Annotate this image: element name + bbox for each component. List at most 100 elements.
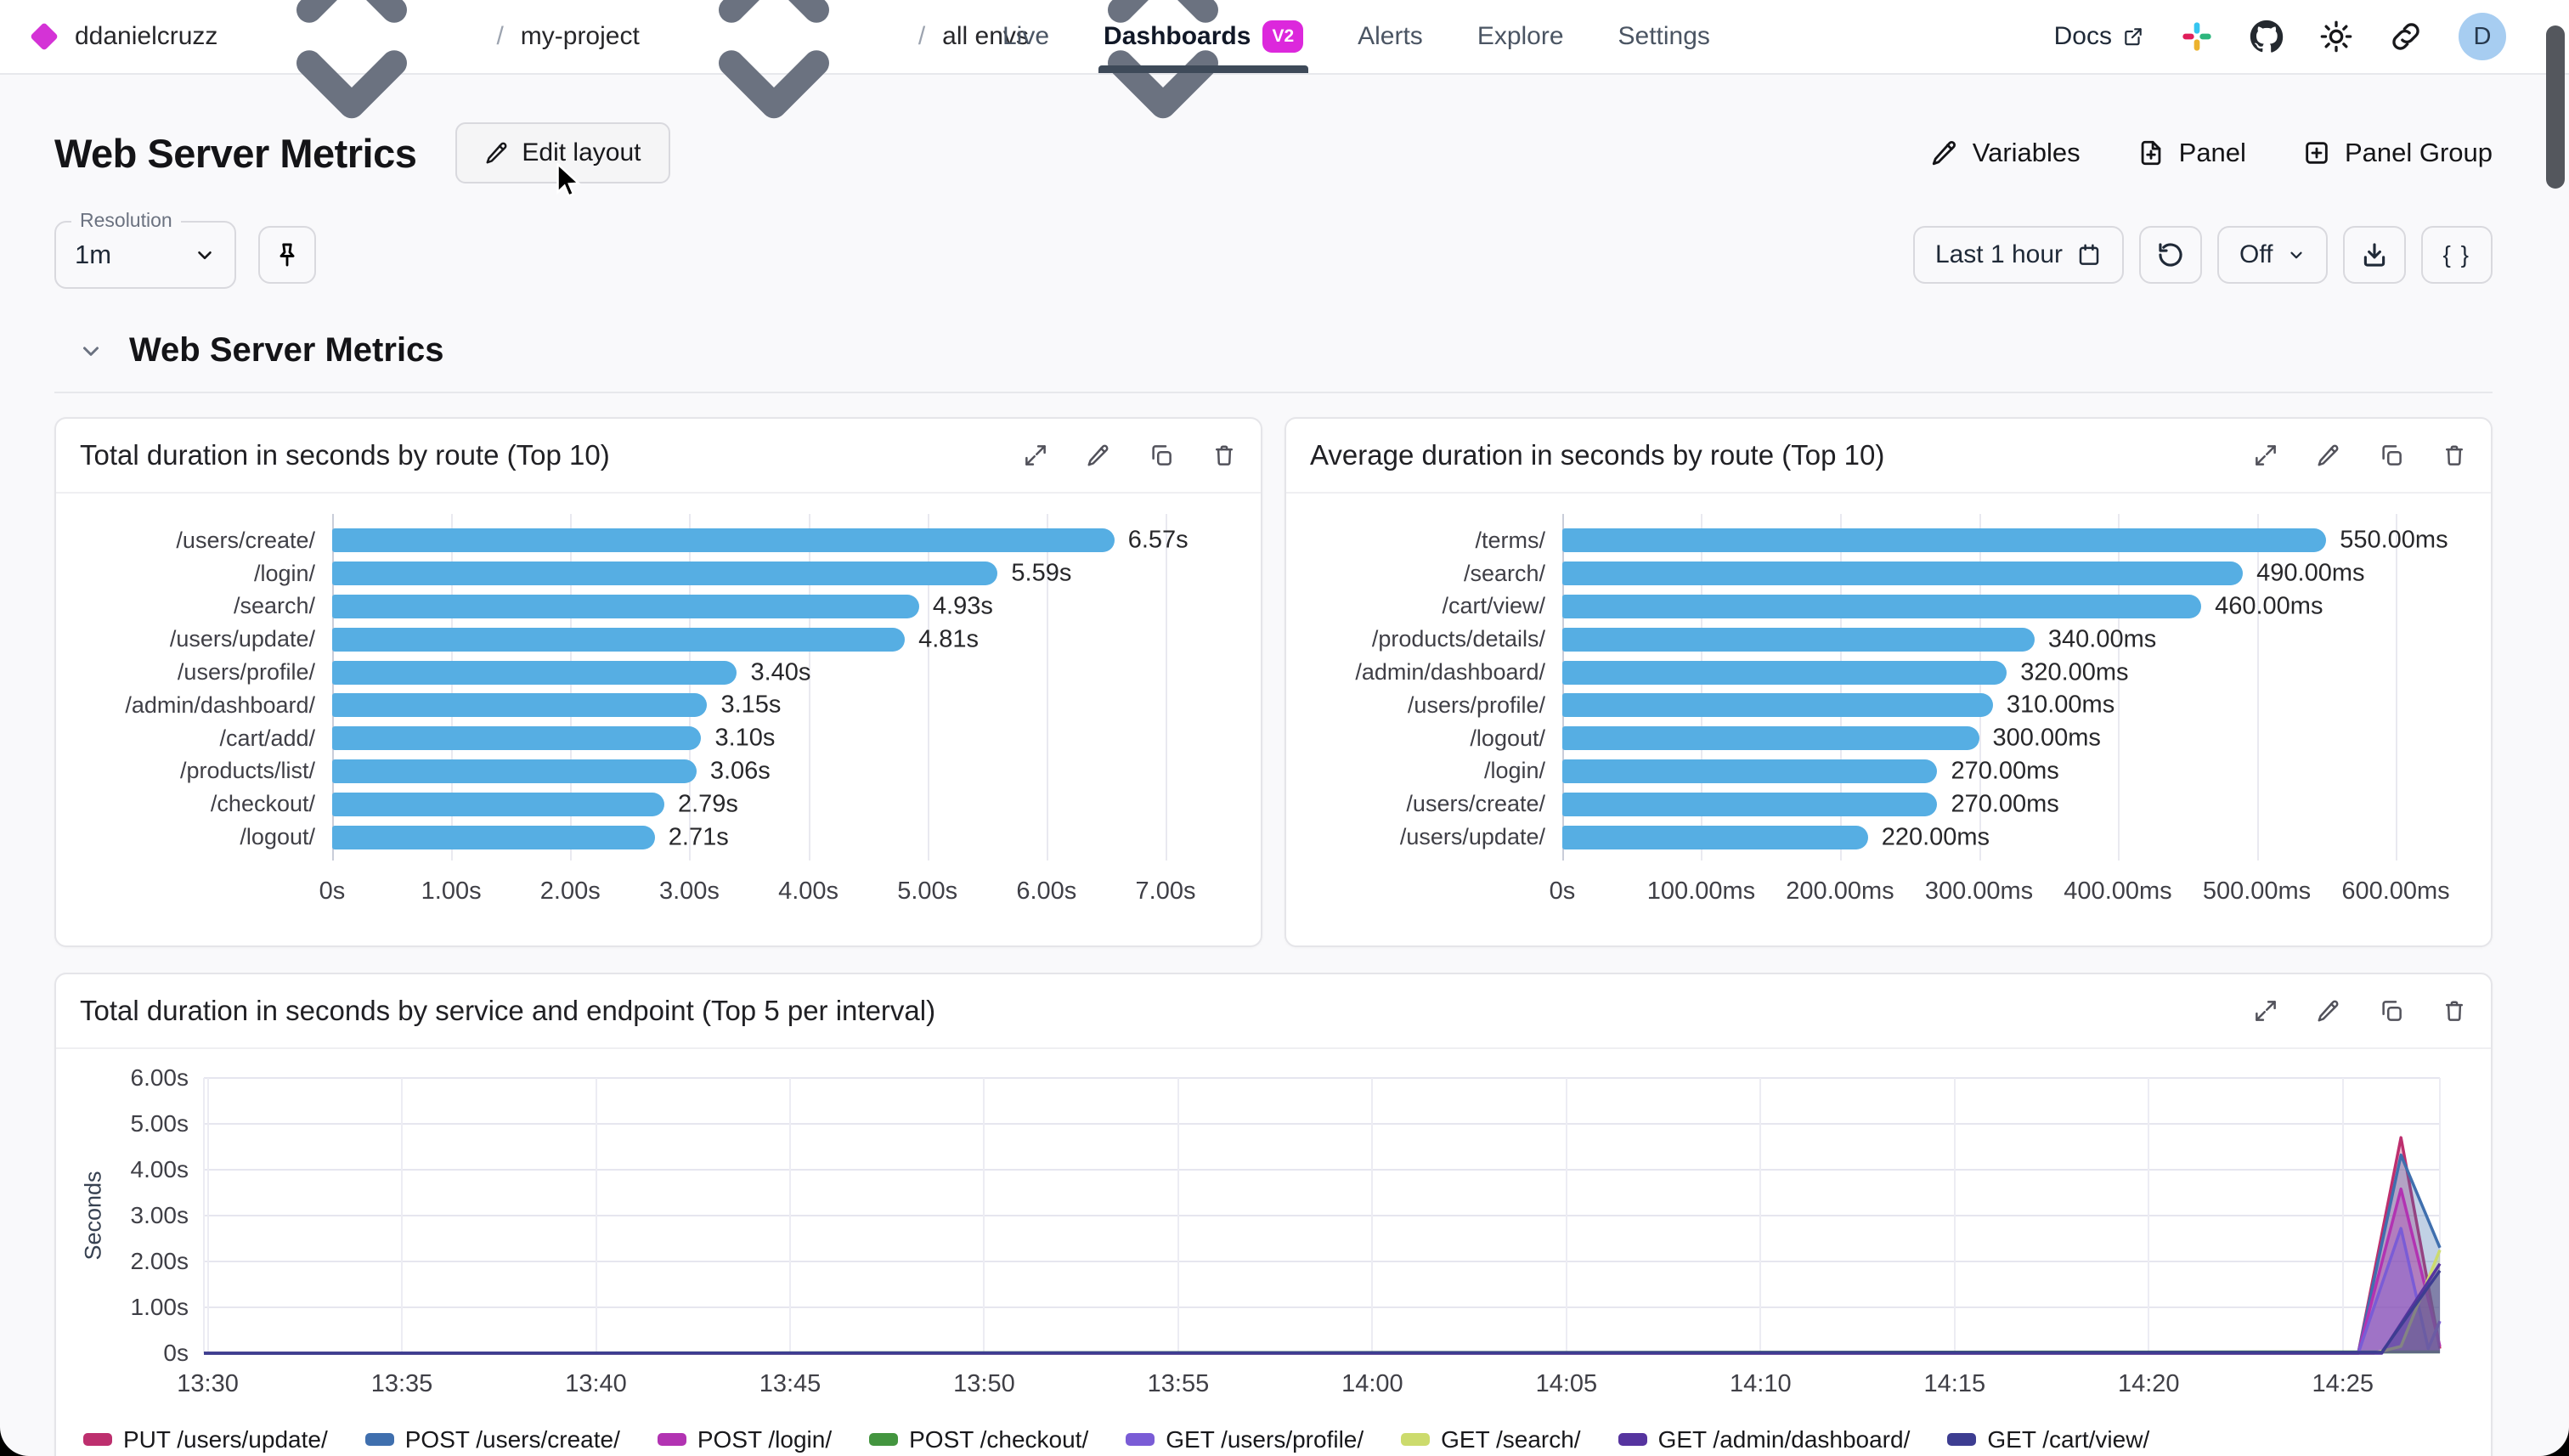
theme-sun-icon[interactable] bbox=[2319, 20, 2353, 54]
legend-item[interactable]: GET /search/ bbox=[1401, 1426, 1581, 1453]
pencil-icon[interactable] bbox=[2316, 443, 2341, 468]
topbar: ddanielcruzz / my-project / all envs Liv… bbox=[0, 0, 2569, 119]
tab-live[interactable]: Live bbox=[1002, 0, 1049, 73]
tab-explore[interactable]: Explore bbox=[1477, 0, 1564, 73]
category-label: /terms/ bbox=[1475, 527, 1545, 553]
trash-icon[interactable] bbox=[1211, 443, 1237, 468]
resolution-select[interactable]: Resolution 1m bbox=[54, 209, 236, 289]
pencil-icon[interactable] bbox=[1086, 443, 1111, 468]
category-label: /admin/dashboard/ bbox=[1355, 659, 1545, 686]
section-header[interactable]: Web Server Metrics bbox=[54, 331, 2493, 393]
tab-dashboards[interactable]: Dashboards V2 bbox=[1098, 0, 1309, 73]
resolution-value: 1m bbox=[75, 240, 112, 269]
panel-average-duration-by-route: Average duration in seconds by route (To… bbox=[1284, 417, 2493, 947]
bar-chart: /terms/550.00ms/search/490.00ms/cart/vie… bbox=[1286, 494, 2491, 945]
slack-icon[interactable] bbox=[2180, 20, 2214, 54]
value-label: 300.00ms bbox=[1992, 724, 2101, 752]
legend-label: GET /admin/dashboard/ bbox=[1657, 1425, 1911, 1453]
expand-icon[interactable] bbox=[1023, 443, 1048, 468]
legend-label: POST /users/create/ bbox=[404, 1425, 620, 1453]
legend-label: POST /login/ bbox=[697, 1425, 833, 1453]
trash-icon[interactable] bbox=[2442, 998, 2467, 1024]
bar bbox=[332, 562, 998, 586]
value-label: 6.57s bbox=[1127, 526, 1189, 554]
category-label: /checkout/ bbox=[210, 791, 315, 817]
legend-swatch bbox=[1947, 1433, 1977, 1447]
window-corner bbox=[2538, 1425, 2569, 1456]
bar bbox=[332, 528, 1115, 553]
panel-actions bbox=[2253, 443, 2467, 468]
category-label: /cart/add/ bbox=[219, 725, 315, 751]
pencil-icon[interactable] bbox=[2316, 998, 2341, 1024]
copy-icon[interactable] bbox=[1149, 443, 1174, 468]
value-label: 220.00ms bbox=[1881, 823, 1990, 851]
breadcrumb-project-label: my-project bbox=[520, 22, 640, 50]
pin-button[interactable] bbox=[258, 226, 316, 284]
legend-swatch bbox=[364, 1433, 394, 1447]
json-button[interactable]: { } bbox=[2420, 226, 2493, 284]
legend-item[interactable]: POST /login/ bbox=[657, 1425, 833, 1453]
refresh-button[interactable] bbox=[2139, 226, 2203, 284]
collapse-chevron-icon[interactable] bbox=[78, 338, 104, 364]
legend-item[interactable]: POST /checkout/ bbox=[869, 1426, 1088, 1453]
value-label: 490.00ms bbox=[2256, 559, 2365, 587]
breadcrumb-org[interactable]: ddanielcruzz bbox=[75, 0, 479, 164]
chevron-updown-icon bbox=[1036, 0, 1290, 164]
bar bbox=[1562, 627, 2035, 652]
download-button[interactable] bbox=[2342, 226, 2406, 284]
expand-icon[interactable] bbox=[2253, 443, 2278, 468]
external-link-icon bbox=[2122, 25, 2144, 48]
main-nav: Live Dashboards V2 Alerts Explore Settings bbox=[1002, 0, 1710, 73]
trash-icon[interactable] bbox=[2442, 443, 2467, 468]
add-panel-group-button[interactable]: Panel Group bbox=[2302, 138, 2493, 168]
breadcrumb-env-label: all envs bbox=[942, 22, 1029, 50]
panel-group-label: Panel Group bbox=[2344, 138, 2493, 167]
bar bbox=[1562, 594, 2202, 618]
category-label: /users/create/ bbox=[176, 527, 315, 553]
tab-settings[interactable]: Settings bbox=[1618, 0, 1710, 73]
panel-title: Total duration in seconds by route (Top … bbox=[80, 439, 610, 471]
legend-item[interactable]: GET /admin/dashboard/ bbox=[1618, 1425, 1911, 1453]
variables-button[interactable]: Variables bbox=[1930, 138, 2081, 168]
legend-item[interactable]: POST /users/create/ bbox=[364, 1425, 620, 1453]
legend-item[interactable]: GET /users/profile/ bbox=[1126, 1426, 1364, 1453]
value-label: 2.79s bbox=[677, 790, 738, 818]
area-chart: Seconds 0s 1.00s 2.00s 3.00s 4.00s 5.00s 6.00s… bbox=[56, 1049, 2491, 1456]
legend-item[interactable]: PUT /users/update/ bbox=[83, 1426, 328, 1453]
page-title: Web Server Metrics bbox=[54, 130, 417, 176]
value-label: 4.93s bbox=[932, 592, 993, 620]
version-badge: V2 bbox=[1262, 20, 1304, 53]
bar bbox=[332, 726, 702, 751]
avatar[interactable]: D bbox=[2459, 13, 2506, 60]
refresh-icon bbox=[2156, 240, 2185, 269]
plot-area[interactable] bbox=[203, 1076, 2440, 1353]
legend-swatch bbox=[83, 1433, 112, 1447]
category-label: /logout/ bbox=[1470, 725, 1545, 751]
breadcrumb-project[interactable]: my-project bbox=[521, 0, 901, 164]
category-label: /login/ bbox=[253, 560, 315, 586]
vertical-scrollbar-thumb[interactable] bbox=[2546, 25, 2565, 189]
expand-icon[interactable] bbox=[2253, 998, 2278, 1024]
docs-link[interactable]: Docs bbox=[2054, 22, 2144, 51]
topbar-right: Docs D bbox=[2054, 13, 2506, 60]
copy-link-icon[interactable] bbox=[2389, 20, 2423, 54]
auto-refresh-select[interactable]: Off bbox=[2217, 226, 2328, 284]
bar-row: /search/4.93s bbox=[82, 590, 1261, 624]
panel-actions bbox=[2253, 998, 2467, 1024]
copy-icon[interactable] bbox=[2379, 998, 2404, 1024]
pencil-icon bbox=[1930, 138, 1959, 167]
add-panel-button[interactable]: Panel bbox=[2137, 138, 2246, 168]
edit-layout-label: Edit layout bbox=[522, 138, 641, 166]
chevron-updown-icon bbox=[646, 0, 901, 164]
time-range-button[interactable]: Last 1 hour bbox=[1912, 226, 2125, 284]
github-icon[interactable] bbox=[2250, 20, 2284, 54]
copy-icon[interactable] bbox=[2379, 443, 2404, 468]
category-label: /products/list/ bbox=[179, 758, 315, 784]
bar bbox=[1562, 562, 2244, 586]
gridlines bbox=[332, 514, 1167, 861]
legend-item[interactable]: GET /cart/view/ bbox=[1947, 1426, 2149, 1453]
category-label: /login/ bbox=[1483, 758, 1545, 784]
gridlines bbox=[1562, 514, 2397, 861]
breadcrumb-env[interactable]: all envs bbox=[942, 0, 1290, 164]
tab-alerts[interactable]: Alerts bbox=[1358, 0, 1423, 73]
